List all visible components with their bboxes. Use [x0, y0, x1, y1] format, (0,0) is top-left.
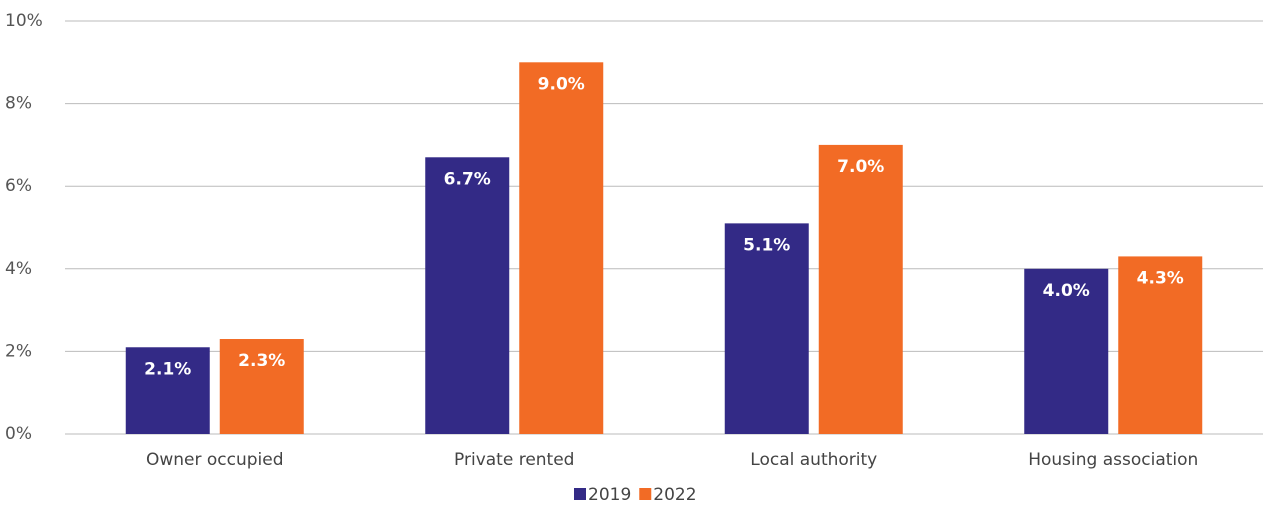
y-tick-label: 4% — [5, 259, 32, 279]
legend-swatch — [639, 488, 652, 500]
y-tick-label: 10% — [5, 11, 43, 31]
value-label: 2.1% — [144, 359, 191, 379]
x-tick-label: Local authority — [750, 450, 877, 470]
bar — [125, 347, 210, 434]
x-tick-label: Housing association — [1028, 450, 1198, 470]
value-label: 5.1% — [743, 235, 790, 255]
value-label: 4.0% — [1043, 281, 1090, 301]
value-label: 7.0% — [837, 157, 884, 177]
y-tick-label: 2% — [5, 341, 32, 361]
y-tick-label: 0% — [5, 424, 32, 444]
value-label: 2.3% — [238, 351, 285, 371]
value-label: 9.0% — [538, 74, 585, 94]
bar — [1024, 268, 1109, 434]
legend-label: 2022 — [653, 485, 696, 505]
bar — [818, 144, 903, 434]
value-label: 4.3% — [1137, 268, 1184, 288]
y-tick-label: 6% — [5, 176, 32, 196]
y-tick-label: 8% — [5, 94, 32, 114]
value-label: 6.7% — [444, 169, 491, 189]
legend-label: 2019 — [588, 485, 631, 505]
legend-swatch — [574, 488, 586, 500]
x-tick-label: Private rented — [454, 450, 574, 470]
bar — [519, 62, 604, 435]
bar — [425, 157, 510, 435]
bar — [1118, 256, 1203, 434]
bar — [219, 339, 304, 434]
x-tick-label: Owner occupied — [146, 450, 284, 470]
bar — [724, 223, 809, 434]
